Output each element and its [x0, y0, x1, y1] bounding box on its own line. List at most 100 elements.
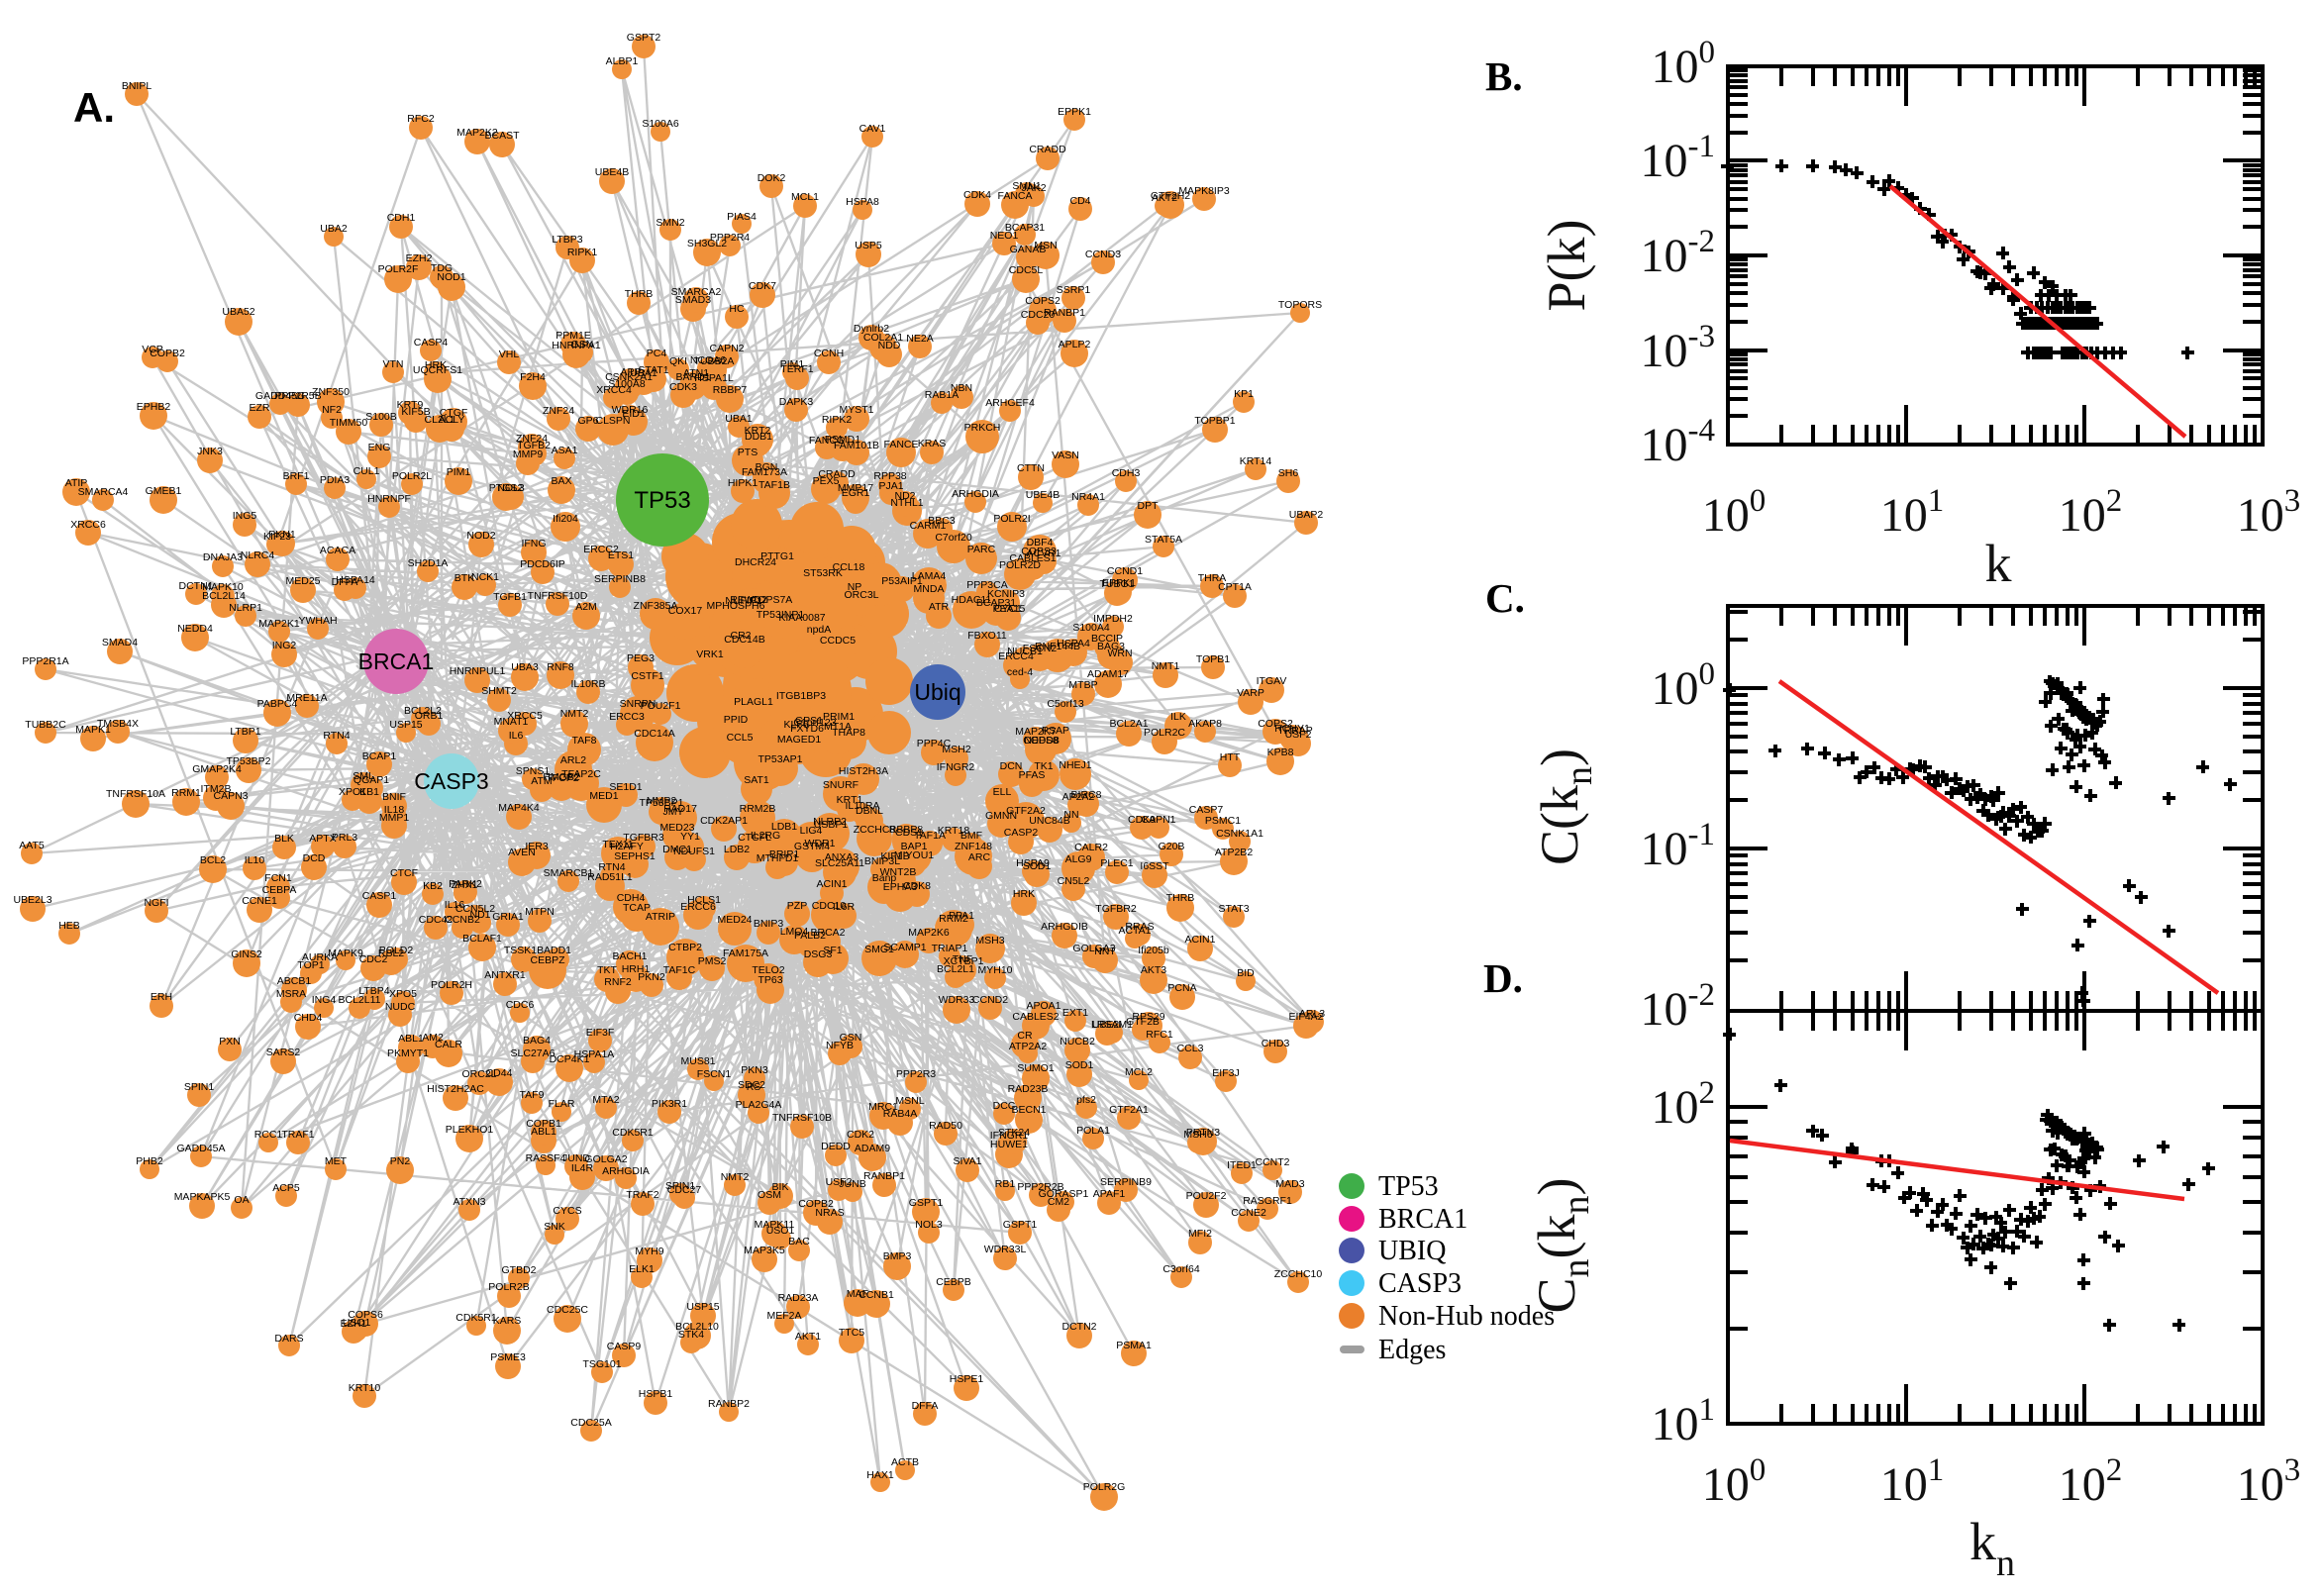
svg-text:CRADD: CRADD	[818, 468, 856, 480]
svg-text:CALR: CALR	[435, 1039, 462, 1050]
svg-text:MYST1: MYST1	[839, 404, 873, 416]
svg-text:HNRNPUL1: HNRNPUL1	[450, 665, 506, 677]
svg-text:GSPT1: GSPT1	[1003, 1219, 1038, 1231]
svg-text:COPS8: COPS8	[1023, 735, 1059, 747]
svg-text:UBA2: UBA2	[320, 223, 348, 235]
svg-text:SMAD4: SMAD4	[102, 637, 138, 648]
svg-text:ACP5: ACP5	[272, 1182, 300, 1194]
svg-text:IL2RG: IL2RG	[751, 830, 780, 842]
svg-text:CCND3: CCND3	[1085, 249, 1121, 260]
svg-text:NF2: NF2	[322, 404, 342, 416]
svg-text:TNFRSF10B: TNFRSF10B	[772, 1112, 832, 1124]
svg-text:HUWE1: HUWE1	[990, 1139, 1028, 1150]
svg-text:CASP4: CASP4	[414, 337, 449, 349]
svg-text:HSPA1L: HSPA1L	[694, 372, 734, 384]
svg-text:RRM2: RRM2	[939, 913, 968, 925]
svg-text:GTF2A2: GTF2A2	[1006, 805, 1046, 817]
svg-text:ITM2B: ITM2B	[201, 783, 232, 795]
svg-text:PTS: PTS	[738, 447, 758, 458]
svg-text:P53AIP1: P53AIP1	[881, 575, 923, 587]
svg-text:RAB1A: RAB1A	[925, 389, 959, 401]
svg-text:UBAP2: UBAP2	[1289, 509, 1324, 521]
svg-text:Non-Hub nodes: Non-Hub nodes	[1378, 1301, 1555, 1332]
svg-text:PJA1: PJA1	[878, 480, 903, 492]
svg-text:CDC14A: CDC14A	[634, 728, 674, 740]
svg-text:AURKA: AURKA	[302, 951, 338, 963]
svg-text:NN: NN	[1063, 809, 1078, 821]
svg-text:H2AFY: H2AFY	[610, 841, 644, 852]
svg-text:C5orf13: C5orf13	[1047, 698, 1084, 710]
svg-text:CAPN3: CAPN3	[213, 790, 248, 802]
svg-text:AAT5: AAT5	[19, 840, 45, 851]
svg-text:CDC14B: CDC14B	[724, 634, 764, 646]
svg-text:ALBP1: ALBP1	[606, 55, 639, 67]
svg-text:LTBP1: LTBP1	[230, 726, 260, 738]
svg-text:RPP38: RPP38	[873, 470, 906, 482]
svg-text:DOK2: DOK2	[758, 172, 786, 184]
svg-text:COPS2: COPS2	[1258, 718, 1293, 730]
svg-text:BBC3: BBC3	[928, 515, 956, 527]
svg-text:PKN3: PKN3	[741, 1064, 768, 1076]
svg-text:MSNL: MSNL	[895, 1095, 924, 1107]
svg-text:EIF3F: EIF3F	[586, 1027, 615, 1039]
svg-text:RRM2B: RRM2B	[740, 803, 776, 815]
svg-text:JNK3: JNK3	[197, 446, 223, 457]
svg-text:AP2A2: AP2A2	[1062, 791, 1095, 803]
svg-text:TAF1C: TAF1C	[663, 964, 696, 976]
svg-text:ATR: ATR	[929, 601, 950, 613]
svg-text:KRT10: KRT10	[349, 1382, 381, 1394]
svg-text:LMO4: LMO4	[780, 926, 809, 938]
svg-text:MED25: MED25	[285, 575, 320, 587]
svg-text:UBA52: UBA52	[222, 306, 254, 318]
svg-text:GSN: GSN	[571, 339, 594, 350]
svg-text:BAG3: BAG3	[1097, 641, 1125, 652]
svg-text:ARHGEF4: ARHGEF4	[985, 397, 1035, 409]
svg-text:COL2A1: COL2A1	[863, 332, 903, 344]
svg-text:HNRNPF: HNRNPF	[367, 493, 411, 505]
svg-text:PRL3: PRL3	[332, 832, 357, 844]
svg-text:PSMA1: PSMA1	[1116, 1340, 1152, 1351]
svg-text:EPHB2: EPHB2	[137, 401, 171, 413]
svg-text:DNAJA3: DNAJA3	[203, 551, 243, 563]
svg-text:RIPK2: RIPK2	[822, 414, 853, 426]
svg-text:USO1: USO1	[766, 1225, 795, 1237]
svg-text:PPM1E: PPM1E	[556, 330, 591, 342]
svg-text:NR4A1: NR4A1	[1071, 491, 1105, 503]
svg-text:CDC25C: CDC25C	[547, 1304, 588, 1316]
svg-text:WDR33: WDR33	[939, 994, 975, 1006]
svg-text:GOLGA2: GOLGA2	[584, 1153, 627, 1165]
svg-text:SPIN1: SPIN1	[665, 1180, 696, 1192]
svg-text:USP15: USP15	[686, 1301, 719, 1313]
svg-text:VTN: VTN	[383, 358, 404, 370]
svg-text:MAPK9: MAPK9	[328, 948, 363, 959]
svg-text:ANTXR1: ANTXR1	[484, 969, 526, 981]
svg-text:BCAP31: BCAP31	[1005, 222, 1045, 234]
svg-text:Banp: Banp	[872, 872, 897, 884]
svg-text:COX17: COX17	[668, 605, 703, 617]
svg-text:POLR2F: POLR2F	[378, 263, 419, 275]
svg-text:NEDD8: NEDD8	[1024, 735, 1060, 747]
svg-text:SF1: SF1	[823, 945, 842, 956]
svg-text:TRIAP1: TRIAP1	[932, 943, 968, 954]
svg-text:RFC1: RFC1	[1146, 1029, 1173, 1041]
svg-text:TFCP2: TFCP2	[546, 772, 578, 784]
svg-text:AVEN: AVEN	[508, 847, 536, 858]
svg-text:MYH9: MYH9	[635, 1246, 663, 1257]
svg-text:SMN2: SMN2	[656, 217, 684, 229]
svg-text:PIK3R1: PIK3R1	[652, 1098, 687, 1110]
svg-text:IER3: IER3	[525, 841, 549, 852]
svg-text:ERCC3: ERCC3	[609, 711, 645, 723]
svg-text:BNIPL: BNIPL	[122, 80, 152, 92]
svg-text:BIRC8: BIRC8	[1071, 789, 1102, 801]
svg-text:TIMM50: TIMM50	[330, 417, 368, 429]
svg-text:UBIQ: UBIQ	[1378, 1236, 1446, 1266]
svg-text:Ubiq: Ubiq	[914, 679, 960, 705]
svg-text:MSRA: MSRA	[276, 988, 306, 1000]
svg-text:HSPA14: HSPA14	[336, 574, 375, 586]
svg-text:GTF2B: GTF2B	[1126, 1016, 1160, 1028]
svg-text:CALR2: CALR2	[1074, 842, 1108, 853]
svg-text:PARK2: PARK2	[449, 878, 482, 890]
svg-text:S100A6: S100A6	[642, 118, 679, 130]
svg-text:DBNL: DBNL	[856, 805, 883, 817]
svg-text:FANCE: FANCE	[883, 439, 918, 450]
